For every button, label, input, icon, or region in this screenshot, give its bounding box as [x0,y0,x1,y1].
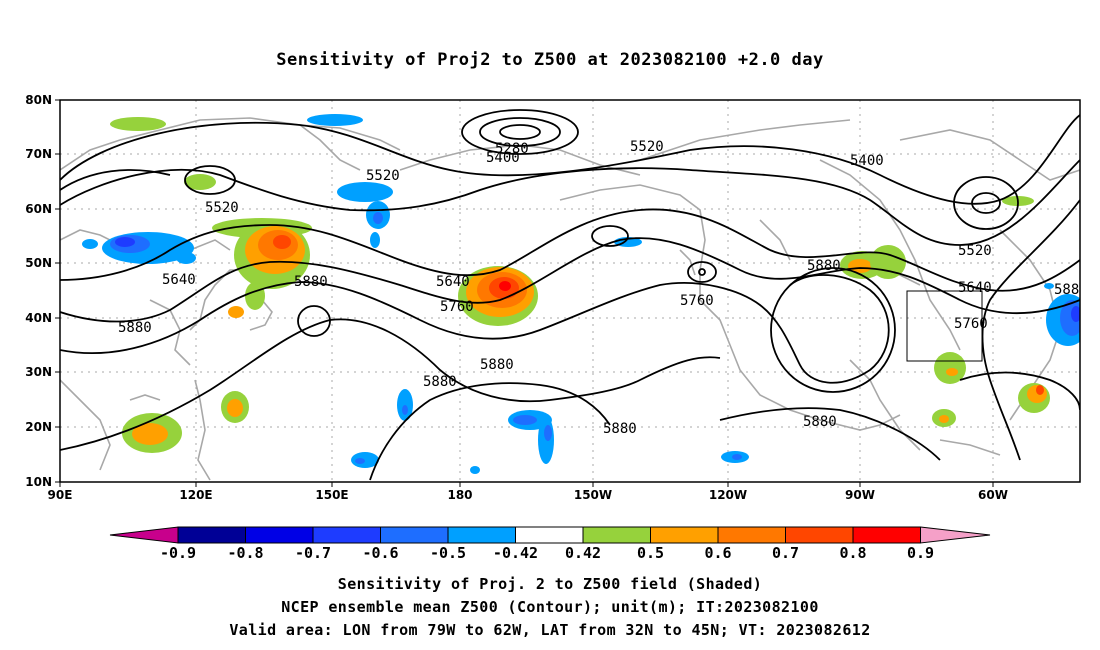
contour-label: 5880 [423,374,457,390]
colorbar-bin [582,526,651,544]
colorbar-bin [785,526,854,544]
colorbar-under-triangle [109,526,179,544]
lon-label: 60W [978,488,1008,502]
colorbar-tick-label: 0.42 [565,544,601,562]
contour-label: 5880 [294,274,328,290]
contour-label: 5520 [366,168,400,184]
colorbar-tick-label: -0.6 [362,544,398,562]
contour-label: 5880 [807,258,841,274]
lon-label: 150W [574,488,612,502]
colorbar-tick-label: -0.8 [227,544,263,562]
colorbar-bin [245,526,314,544]
caption-line-1: Sensitivity of Proj. 2 to Z500 field (Sh… [337,575,763,593]
sensitivity-shading [82,114,1080,474]
contour-label: 5400 [486,150,520,166]
colorbar-bin [312,526,381,544]
lon-label: 180 [447,488,472,502]
colorbar-bin [717,526,786,544]
caption-line-2: NCEP ensemble mean Z500 (Contour); unit(… [281,598,819,616]
lon-label: 120W [709,488,747,502]
lat-label: 50N [25,256,52,270]
contour-label: 5520 [205,200,239,216]
lon-label: 120E [179,488,212,502]
contour-label: 5640 [162,272,196,288]
latitude-labels: 80N 70N 60N 50N 40N 30N 20N 10N [25,93,52,489]
lat-label: 20N [25,420,52,434]
map-frame [59,99,1081,483]
colorbar-tick-label: -0.9 [160,544,196,562]
chart-title: Sensitivity of Proj2 to Z500 at 20230821… [276,50,824,70]
colorbar-tick-label: 0.7 [772,544,799,562]
lat-label: 30N [25,365,52,379]
colorbar-tick-label: 0.6 [704,544,731,562]
lat-label: 60N [25,202,52,216]
z500-contours [60,109,1080,481]
contour-label: 5760 [954,316,988,332]
contour-label: 5640 [436,274,470,290]
colorbar-bin [177,526,246,544]
contour-label: 5520 [958,243,992,259]
contour-label: 5400 [850,153,884,169]
contour-label: 5880 [1054,282,1088,298]
contour-label: 5520 [630,139,664,155]
tick-marks [55,99,994,487]
colorbar-tick-label: -0.5 [430,544,466,562]
lat-label: 80N [25,93,52,107]
contour-label: 5760 [680,293,714,309]
colorbar-bin [380,526,449,544]
contour-label: 5280 [495,141,529,157]
contour-label: 5880 [603,421,637,437]
contour-labels: 5280 5400 5520 5400 5520 5520 5520 5640 … [118,139,1088,437]
valid-area-box [906,290,983,362]
colorbar-tick-label: 0.5 [637,544,664,562]
contour-label: 5880 [480,357,514,373]
colorbar-bin [650,526,719,544]
contour-label: 5760 [440,299,474,315]
caption-line-3: Valid area: LON from 79W to 62W, LAT fro… [229,621,871,639]
lon-label: 90E [48,488,73,502]
colorbar: -0.9 -0.8 -0.7 -0.6 -0.5 -0.42 0.42 0.5 … [109,526,991,562]
lat-label: 70N [25,147,52,161]
colorbar-tick-label: -0.7 [295,544,331,562]
contour-label: 5880 [803,414,837,430]
colorbar-bin [515,526,584,544]
colorbar-over-triangle [920,526,991,544]
contour-label: 5880 [118,320,152,336]
lon-label: 150E [315,488,348,502]
lat-label: 10N [25,475,52,489]
colorbar-tick-label: 0.8 [839,544,866,562]
longitude-labels: 90E 120E 150E 180 150W 120W 90W 60W [48,488,1008,502]
lon-label: 90W [845,488,875,502]
colorbar-bin [447,526,516,544]
colorbar-tick-label: -0.42 [493,544,538,562]
colorbar-tick-label: 0.9 [907,544,934,562]
colorbar-bin [852,526,921,544]
contour-label: 5640 [958,280,992,296]
lat-label: 40N [25,311,52,325]
